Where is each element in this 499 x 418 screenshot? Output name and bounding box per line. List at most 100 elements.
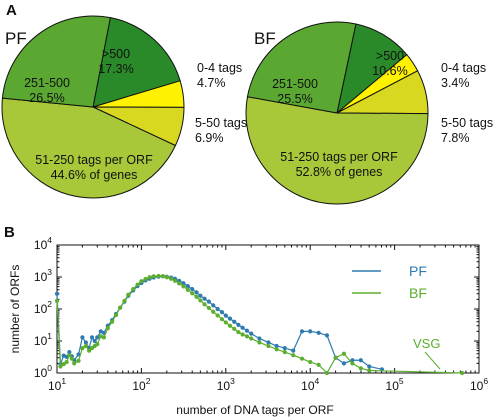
- pie-label-bf-slice-0-4: 0-4 tags 3.4%: [441, 61, 486, 90]
- data-point-pf: [54, 291, 60, 296]
- data-point-bf: [80, 346, 85, 351]
- data-point-bf: [206, 305, 211, 311]
- data-point-pf: [227, 316, 233, 321]
- data-point-bf: [190, 291, 195, 296]
- data-point-pf: [240, 325, 245, 330]
- data-point-pf: [219, 310, 225, 315]
- data-point-bf: [69, 356, 74, 361]
- data-point-pf: [194, 290, 199, 295]
- data-point-bf: [185, 287, 190, 292]
- data-point-pf: [185, 283, 190, 289]
- data-point-bf: [151, 274, 156, 279]
- series-layer: [54, 273, 465, 376]
- data-point-bf: [72, 361, 77, 366]
- data-point-bf: [274, 347, 279, 352]
- data-point-pf: [206, 299, 211, 304]
- data-point-bf: [236, 329, 241, 335]
- data-point-pf: [257, 336, 262, 341]
- panel-b-label: B: [4, 224, 15, 241]
- pie-chart-pf: PF >500 17.3% 0-4 tags 4.7% 5-50 tags 6.9% 51-…: [1, 15, 247, 199]
- data-point-bf: [194, 294, 199, 299]
- pie-label-bf-slice-500-plus: >500 10.6%: [372, 49, 407, 78]
- pie-label-pf-slice-51-250: 51-250 tags per ORF 44.6% of genes: [35, 153, 153, 182]
- data-point-bf: [58, 364, 63, 369]
- data-point-pf: [308, 329, 313, 334]
- data-point-pf: [316, 330, 321, 335]
- y-tick-label: 101: [34, 331, 52, 348]
- data-point-bf: [358, 366, 363, 371]
- data-point-bf: [299, 356, 305, 361]
- legend-label-bf: BF: [409, 285, 427, 301]
- data-point-bf: [95, 342, 100, 347]
- x-axis-ticks: 101 102 103 104 105 106: [48, 245, 488, 393]
- pie-label-bf-slice-251-500: 251-500 25.5%: [272, 77, 318, 106]
- data-point-pf: [358, 358, 363, 363]
- y-tick-label: 104: [34, 235, 52, 252]
- data-point-bf: [101, 335, 107, 340]
- data-point-bf: [227, 323, 233, 328]
- data-point-bf: [76, 358, 81, 363]
- x-tick-label: 104: [301, 376, 319, 393]
- data-point-bf: [181, 284, 186, 289]
- y-axis-ticks: 100 101 102 103 104: [34, 235, 479, 380]
- data-point-bf: [98, 334, 103, 339]
- pie-slice-pf-slice-251-500: [1, 15, 111, 108]
- data-point-bf: [126, 292, 131, 297]
- data-point-pf: [236, 322, 241, 327]
- data-point-bf: [86, 348, 92, 353]
- pie-label-pf-slice-0-4: 0-4 tags 4.7%: [197, 61, 242, 90]
- data-point-bf: [64, 359, 69, 365]
- pie-slice-pf-slice-500-plus: [92, 17, 181, 108]
- vsg-annotation: VSG: [413, 336, 440, 351]
- data-point-bf: [143, 276, 148, 282]
- data-point-bf: [308, 359, 313, 365]
- data-point-pf: [244, 328, 250, 333]
- x-axis-label: number of DNA tags per ORF: [176, 403, 333, 417]
- data-point-pf: [215, 306, 220, 312]
- series-line-pf: [56, 275, 383, 370]
- data-point-bf: [118, 305, 123, 310]
- pie-title-bf: BF: [254, 29, 276, 48]
- pie-chart-bf: BF >500 10.6% 0-4 tags 3.4% 5-50 tags 7.8% 51-…: [245, 21, 493, 205]
- data-point-bf: [244, 334, 250, 339]
- x-tick-label: 103: [217, 376, 235, 393]
- pie-slice-bf-slice-251-500: [246, 21, 357, 114]
- x-tick-label: 101: [48, 376, 66, 393]
- data-point-pf: [83, 340, 88, 345]
- data-point-bf: [54, 298, 60, 303]
- x-tick-label: 102: [132, 376, 150, 393]
- data-point-bf: [202, 302, 207, 307]
- data-point-pf: [89, 335, 95, 340]
- pie-slice-pf-slice-51-250: [1, 97, 177, 199]
- data-point-bf: [460, 370, 465, 376]
- pie-slices-bf: [245, 21, 429, 205]
- data-point-pf: [92, 338, 97, 344]
- data-point-pf: [299, 329, 305, 334]
- pie-label-pf-slice-251-500: 251-500 26.5%: [24, 76, 70, 105]
- data-point-bf: [215, 313, 220, 318]
- data-point-bf: [198, 298, 203, 303]
- data-point-bf: [135, 282, 140, 287]
- data-point-bf: [160, 274, 166, 279]
- pie-label-bf-slice-51-250: 51-250 tags per ORF 52.8% of genes: [280, 150, 398, 179]
- data-point-bf: [249, 336, 254, 341]
- data-point-pf: [190, 286, 195, 292]
- data-point-bf: [350, 361, 355, 366]
- data-point-pf: [202, 296, 207, 301]
- pie-slices-pf: [1, 15, 185, 199]
- data-point-pf: [211, 303, 216, 308]
- data-point-pf: [80, 335, 85, 340]
- pie-label-pf-slice-5-50: 5-50 tags 6.9%: [195, 116, 247, 145]
- pie-title-pf: PF: [5, 29, 27, 48]
- data-point-pf: [232, 319, 237, 324]
- vsg-annotation-pointer: [424, 351, 441, 370]
- y-tick-label: 100: [34, 363, 52, 380]
- data-point-bf: [232, 326, 237, 331]
- data-point-pf: [291, 348, 296, 353]
- data-point-bf: [333, 355, 338, 360]
- data-point-bf: [110, 319, 115, 324]
- series-line-bf: [56, 275, 463, 374]
- y-tick-label: 102: [34, 299, 52, 316]
